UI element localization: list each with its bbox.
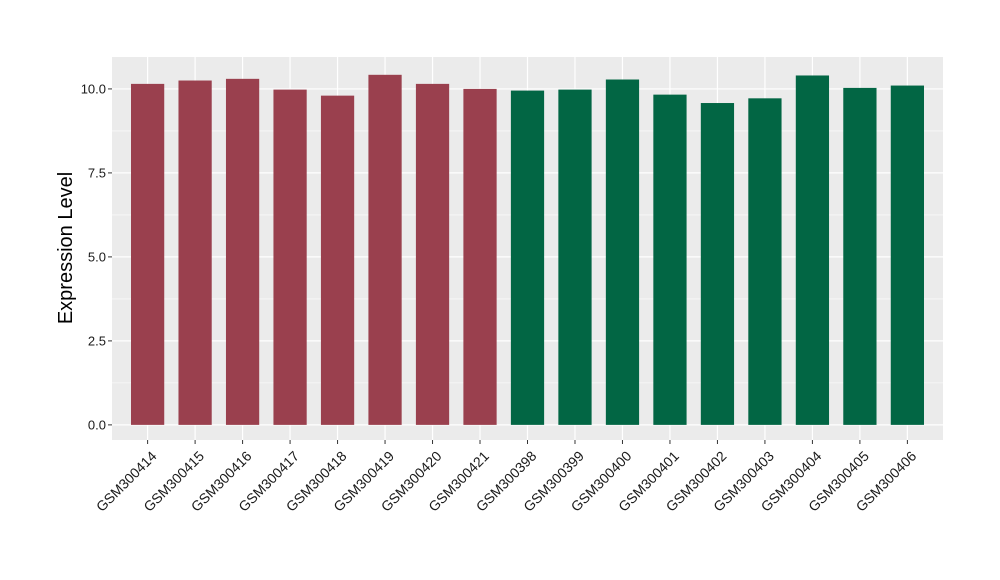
- bar: [368, 74, 402, 425]
- bar: [748, 98, 782, 425]
- y-axis-title: Expression Level: [55, 172, 77, 324]
- bar: [510, 90, 545, 425]
- bar: [463, 88, 497, 425]
- bar: [273, 89, 307, 425]
- y-tick-label: 10.0: [81, 81, 106, 96]
- y-tick-label: 5.0: [88, 249, 106, 264]
- bar: [178, 80, 212, 425]
- bar: [795, 75, 830, 425]
- bars-group: [130, 74, 925, 425]
- bar: [415, 83, 450, 425]
- bar: [843, 87, 877, 425]
- bar: [890, 85, 925, 425]
- bar: [225, 78, 260, 425]
- bar: [558, 89, 592, 425]
- bar: [130, 83, 165, 425]
- bar: [653, 94, 687, 425]
- bar: [605, 79, 640, 425]
- y-tick-label: 2.5: [88, 333, 106, 348]
- y-axis: 0.0 2.5 5.0 7.5 10.0: [81, 81, 112, 432]
- x-axis: GSM300414GSM300415GSM300416GSM300417GSM3…: [93, 440, 920, 515]
- bar: [320, 95, 355, 425]
- y-tick-label: 0.0: [88, 417, 106, 432]
- bar: [700, 103, 735, 425]
- y-tick-label: 7.5: [88, 165, 106, 180]
